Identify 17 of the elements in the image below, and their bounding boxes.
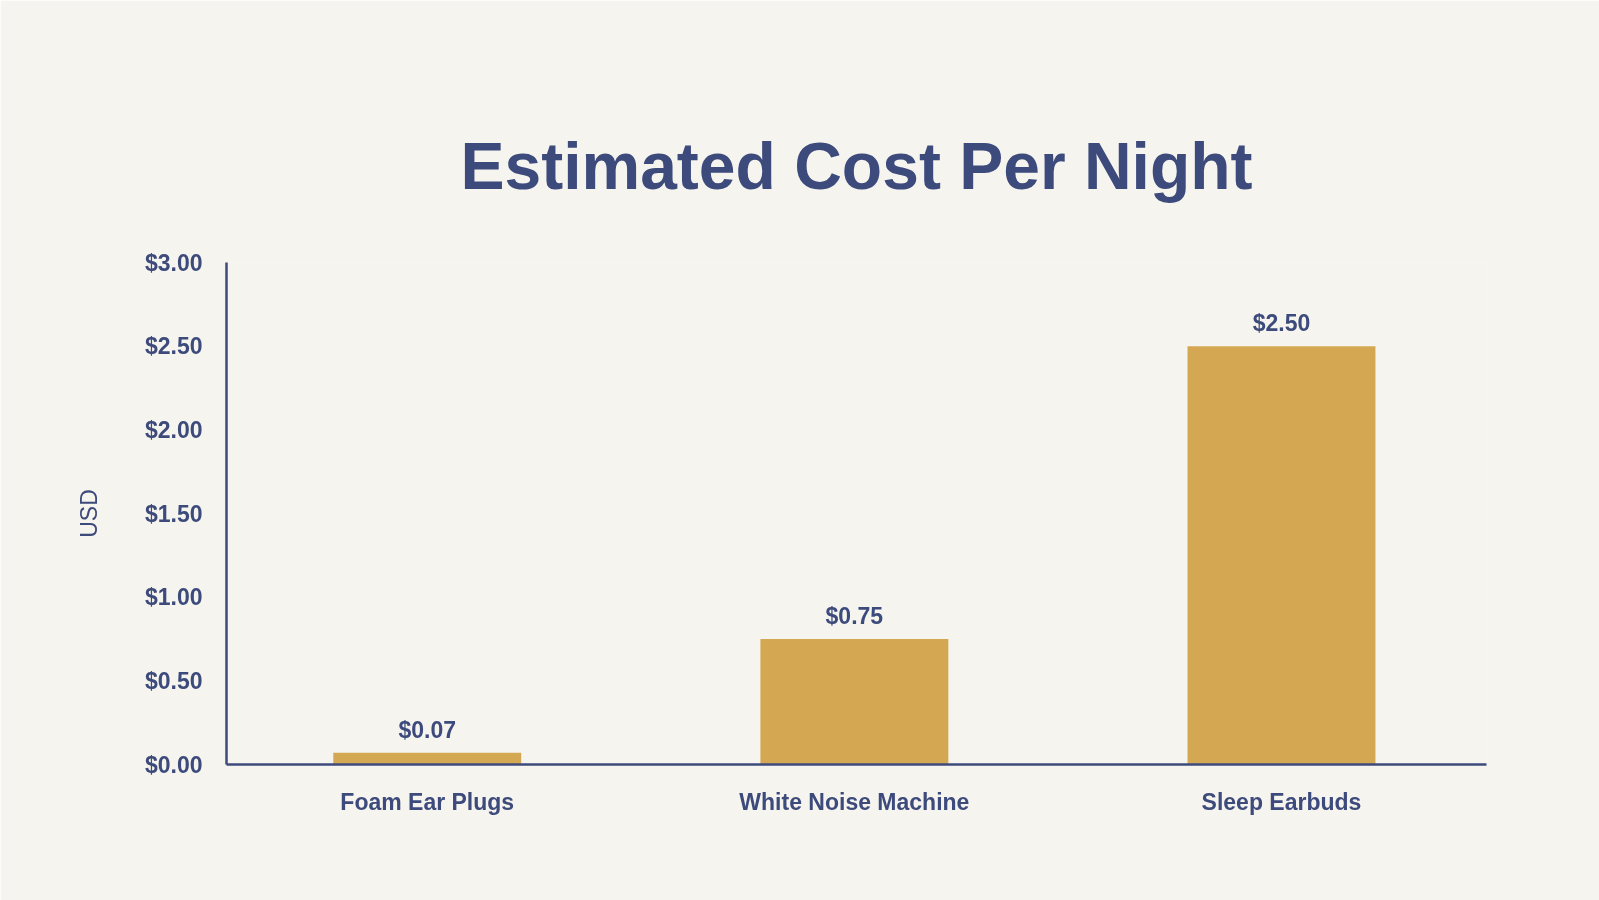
x-tick-label: White Noise Machine bbox=[739, 788, 970, 815]
x-tick-label: Sleep Earbuds bbox=[1201, 788, 1362, 815]
y-tick-label: $0.00 bbox=[144, 751, 203, 778]
bar bbox=[760, 639, 949, 765]
y-tick-label: $3.00 bbox=[144, 249, 203, 276]
chart-title: Estimated Cost Per Night bbox=[460, 128, 1253, 203]
data-label: $2.50 bbox=[1252, 310, 1311, 337]
y-tick-label: $1.00 bbox=[144, 584, 203, 611]
data-label: $0.07 bbox=[398, 716, 457, 743]
y-tick-label: $2.00 bbox=[144, 416, 203, 443]
y-tick-label: $1.50 bbox=[144, 500, 203, 527]
bar bbox=[1187, 346, 1376, 765]
data-label: $0.75 bbox=[825, 603, 884, 629]
y-tick-label: $2.50 bbox=[144, 333, 203, 360]
y-tick-label: $0.50 bbox=[144, 667, 203, 694]
y-axis-title: USD bbox=[75, 489, 102, 538]
x-tick-label: Foam Ear Plugs bbox=[340, 788, 515, 815]
